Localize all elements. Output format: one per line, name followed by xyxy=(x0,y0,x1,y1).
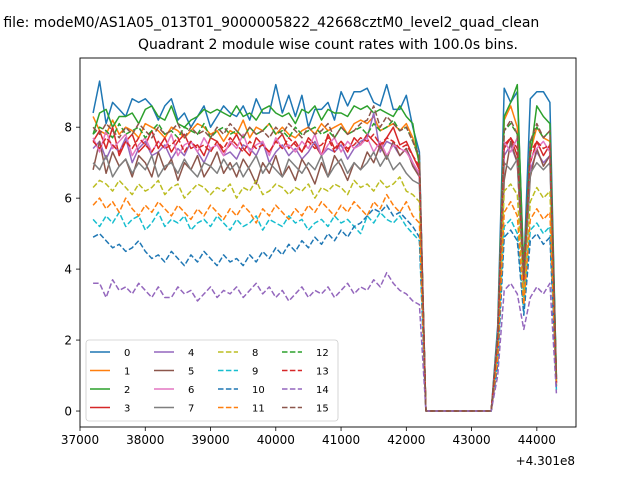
series-line-14 xyxy=(93,271,558,412)
legend-label-1: 1 xyxy=(124,367,130,378)
y-tick-label: 4 xyxy=(64,263,72,277)
series-line-8 xyxy=(92,176,558,412)
series-line-15 xyxy=(92,105,558,412)
y-tick-label: 0 xyxy=(64,405,72,419)
chart-title: Quadrant 2 module wise count rates with … xyxy=(138,37,518,53)
x-tick-label: 43000 xyxy=(452,433,490,447)
x-tick-label: 40000 xyxy=(257,433,295,447)
series-lines xyxy=(92,80,558,412)
legend-label-4: 4 xyxy=(188,348,194,359)
legend-label-11: 11 xyxy=(252,404,265,415)
legend-label-13: 13 xyxy=(316,367,329,378)
legend-label-15: 15 xyxy=(316,404,329,415)
legend-label-8: 8 xyxy=(252,348,258,359)
axis-ticks: 37000 38000 39000 40000 41000 42000 43000 44000… xyxy=(61,121,556,447)
legend-label-10: 10 xyxy=(252,385,265,396)
legend-label-2: 2 xyxy=(124,385,130,396)
legend-label-12: 12 xyxy=(316,348,329,359)
x-tick-label: 38000 xyxy=(126,433,164,447)
x-tick-label: 42000 xyxy=(387,433,425,447)
legend-label-5: 5 xyxy=(188,367,194,378)
legend-label-14: 14 xyxy=(316,385,329,396)
y-tick-label: 6 xyxy=(64,192,72,206)
legend-box xyxy=(85,339,339,422)
plot-frame xyxy=(79,57,577,428)
figure-suptitle: n file: modeM0/AS1A05_013T01_9000005822_… xyxy=(0,15,539,31)
x-tick-label: 37000 xyxy=(61,433,99,447)
legend-label-0: 0 xyxy=(124,348,130,359)
y-tick-label: 2 xyxy=(64,334,72,348)
legend-label-3: 3 xyxy=(124,404,130,415)
legend-label-7: 7 xyxy=(188,404,194,415)
x-offset-label: +4.301e8 xyxy=(516,454,575,468)
legend-label-6: 6 xyxy=(188,385,194,396)
x-tick-label: 41000 xyxy=(322,433,360,447)
legend-label-9: 9 xyxy=(252,367,258,378)
y-tick-label: 8 xyxy=(64,121,72,135)
x-tick-label: 44000 xyxy=(518,433,556,447)
x-tick-label: 39000 xyxy=(191,433,229,447)
